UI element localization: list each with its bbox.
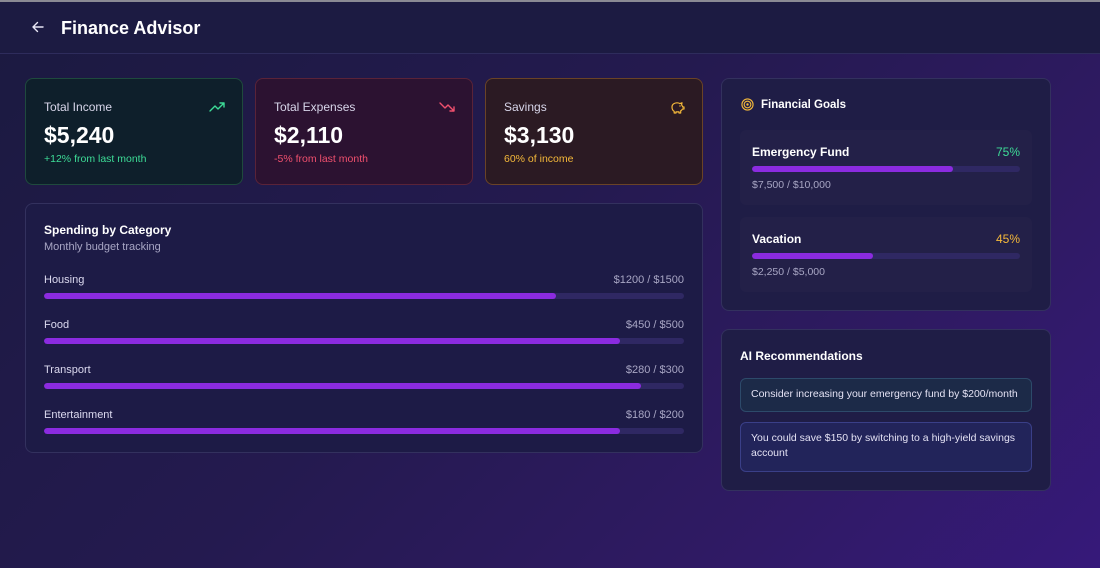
page-title: Finance Advisor bbox=[61, 18, 201, 38]
category-progress-track bbox=[44, 428, 684, 434]
category-name: Entertainment bbox=[44, 409, 113, 421]
category-row: Transport $280 / $300 bbox=[44, 364, 684, 394]
total-income-card: Total Income $5,240 +12% from last month bbox=[25, 78, 243, 185]
category-row: Housing $1200 / $1500 bbox=[44, 274, 684, 304]
category-progress-fill bbox=[44, 428, 620, 434]
section-title: Financial Goals bbox=[761, 99, 846, 111]
recommendation-item[interactable]: You could save $150 by switching to a hi… bbox=[740, 422, 1032, 472]
window-top-border bbox=[0, 0, 1100, 2]
goal-amount: $7,500 / $10,000 bbox=[752, 179, 831, 191]
financial-goals-panel: Financial Goals Emergency Fund 75% $7,50… bbox=[721, 78, 1051, 311]
category-name: Transport bbox=[44, 364, 91, 376]
category-progress-fill bbox=[44, 383, 642, 389]
stat-label: Savings bbox=[504, 100, 547, 114]
goal-progress-track bbox=[752, 166, 1020, 172]
stat-value: $3,130 bbox=[504, 122, 575, 148]
arrow-left-icon[interactable] bbox=[31, 20, 45, 34]
goal-percent: 45% bbox=[995, 232, 1020, 246]
total-expenses-card: Total Expenses $2,110 -5% from last mont… bbox=[255, 78, 473, 185]
goal-card[interactable]: Emergency Fund 75% $7,500 / $10,000 bbox=[740, 130, 1032, 205]
target-icon bbox=[741, 98, 754, 111]
stat-label: Total Expenses bbox=[274, 100, 356, 114]
category-amount: $1200 / $1500 bbox=[613, 274, 684, 286]
piggy-bank-icon bbox=[671, 102, 685, 114]
trending-down-icon bbox=[439, 102, 455, 112]
stat-note: 60% of income bbox=[504, 153, 574, 165]
stat-note: -5% from last month bbox=[274, 153, 368, 165]
section-subtitle: Monthly budget tracking bbox=[44, 241, 161, 253]
goal-card[interactable]: Vacation 45% $2,250 / $5,000 bbox=[740, 217, 1032, 292]
category-amount: $450 / $500 bbox=[625, 319, 684, 331]
recommendation-item[interactable]: Consider increasing your emergency fund … bbox=[740, 378, 1032, 412]
goal-progress-fill bbox=[752, 166, 953, 172]
category-progress-fill bbox=[44, 338, 620, 344]
category-progress-track bbox=[44, 293, 684, 299]
spending-by-category-panel: Spending by Category Monthly budget trac… bbox=[25, 203, 703, 453]
stat-value: $5,240 bbox=[44, 122, 115, 148]
section-title: AI Recommendations bbox=[740, 349, 863, 363]
section-title: Spending by Category bbox=[44, 223, 172, 237]
stat-note: +12% from last month bbox=[44, 153, 147, 165]
category-progress-track bbox=[44, 338, 684, 344]
goal-name: Emergency Fund bbox=[752, 145, 850, 159]
category-amount: $280 / $300 bbox=[625, 364, 684, 376]
goal-progress-fill bbox=[752, 253, 873, 259]
goal-amount: $2,250 / $5,000 bbox=[752, 266, 825, 278]
category-amount: $180 / $200 bbox=[625, 409, 684, 421]
trending-up-icon bbox=[209, 102, 225, 112]
category-progress-fill bbox=[44, 293, 556, 299]
ai-recommendations-panel: AI Recommendations Consider increasing y… bbox=[721, 329, 1051, 491]
category-row: Food $450 / $500 bbox=[44, 319, 684, 349]
category-progress-track bbox=[44, 383, 684, 389]
savings-card: Savings $3,130 60% of income bbox=[485, 78, 703, 185]
app-header: Finance Advisor bbox=[0, 2, 1100, 54]
goal-percent: 75% bbox=[995, 145, 1020, 159]
category-name: Food bbox=[44, 319, 70, 331]
stat-value: $2,110 bbox=[274, 122, 344, 148]
goal-progress-track bbox=[752, 253, 1020, 259]
goal-name: Vacation bbox=[752, 232, 802, 246]
category-name: Housing bbox=[44, 274, 85, 286]
category-row: Entertainment $180 / $200 bbox=[44, 409, 684, 439]
stat-label: Total Income bbox=[44, 100, 113, 114]
